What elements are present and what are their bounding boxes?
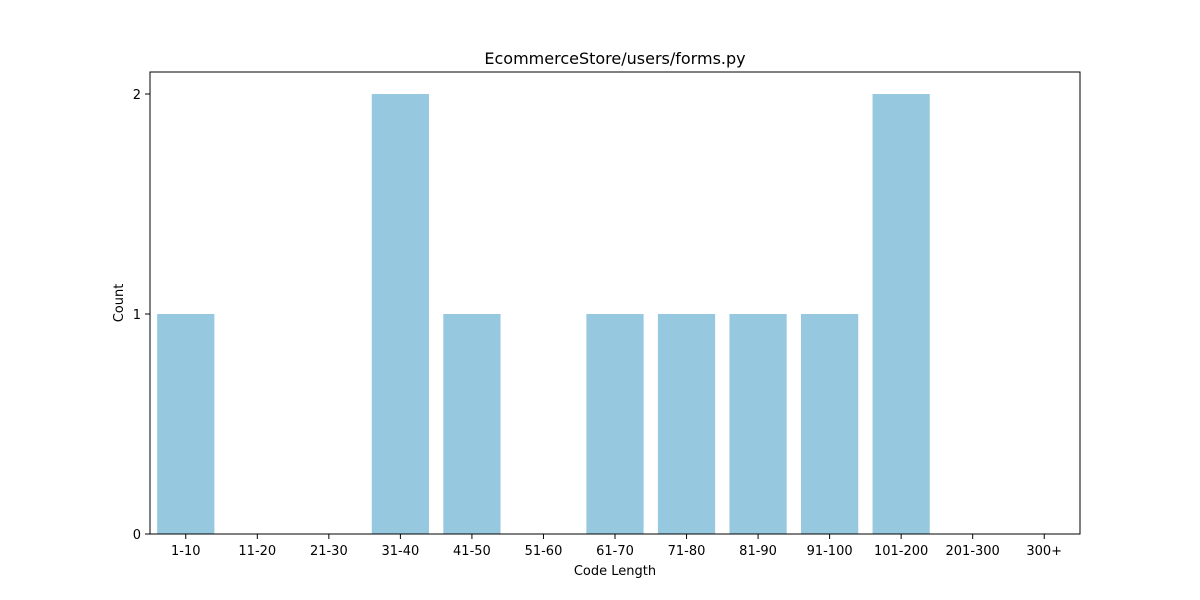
bar-31-40	[371, 94, 429, 534]
chart-title: EcommerceStore/users/forms.py	[484, 49, 745, 68]
y-tick-label: 1	[133, 308, 141, 323]
bars-group	[157, 94, 930, 534]
x-tick-label: 201-300	[946, 544, 1000, 559]
x-tick-label: 61-70	[596, 544, 634, 559]
bar-71-80	[657, 314, 716, 534]
x-tick-label: 51-60	[525, 544, 563, 559]
y-axis-title: Count	[112, 284, 127, 323]
y-axis-ticks: 0 1 2	[133, 88, 150, 543]
bar-1-10	[157, 314, 215, 534]
x-tick-label: 101-200	[874, 544, 928, 559]
x-tick-label: 300+	[1026, 544, 1062, 559]
x-tick-label: 71-80	[668, 544, 706, 559]
x-axis-ticks: 1-10 11-20 21-30 31-40 41-50 51-60 61-70 71-80 8…	[171, 534, 1062, 559]
x-tick-label: 1-10	[171, 544, 201, 559]
bar-61-70	[586, 314, 644, 534]
x-tick-label: 81-90	[739, 544, 777, 559]
y-tick-label: 0	[133, 528, 141, 543]
x-tick-label: 11-20	[238, 544, 276, 559]
bar-81-90	[729, 314, 787, 534]
x-tick-label: 31-40	[381, 544, 419, 559]
x-tick-label: 91-100	[807, 544, 853, 559]
y-tick-label: 2	[133, 88, 141, 103]
bar-41-50	[443, 314, 501, 534]
x-axis-title: Code Length	[574, 564, 656, 579]
x-tick-label: 21-30	[310, 544, 348, 559]
bar-101-200	[872, 94, 930, 534]
bar-91-100	[801, 314, 859, 534]
plot-frame	[149, 71, 1081, 535]
x-tick-label: 41-50	[453, 544, 491, 559]
